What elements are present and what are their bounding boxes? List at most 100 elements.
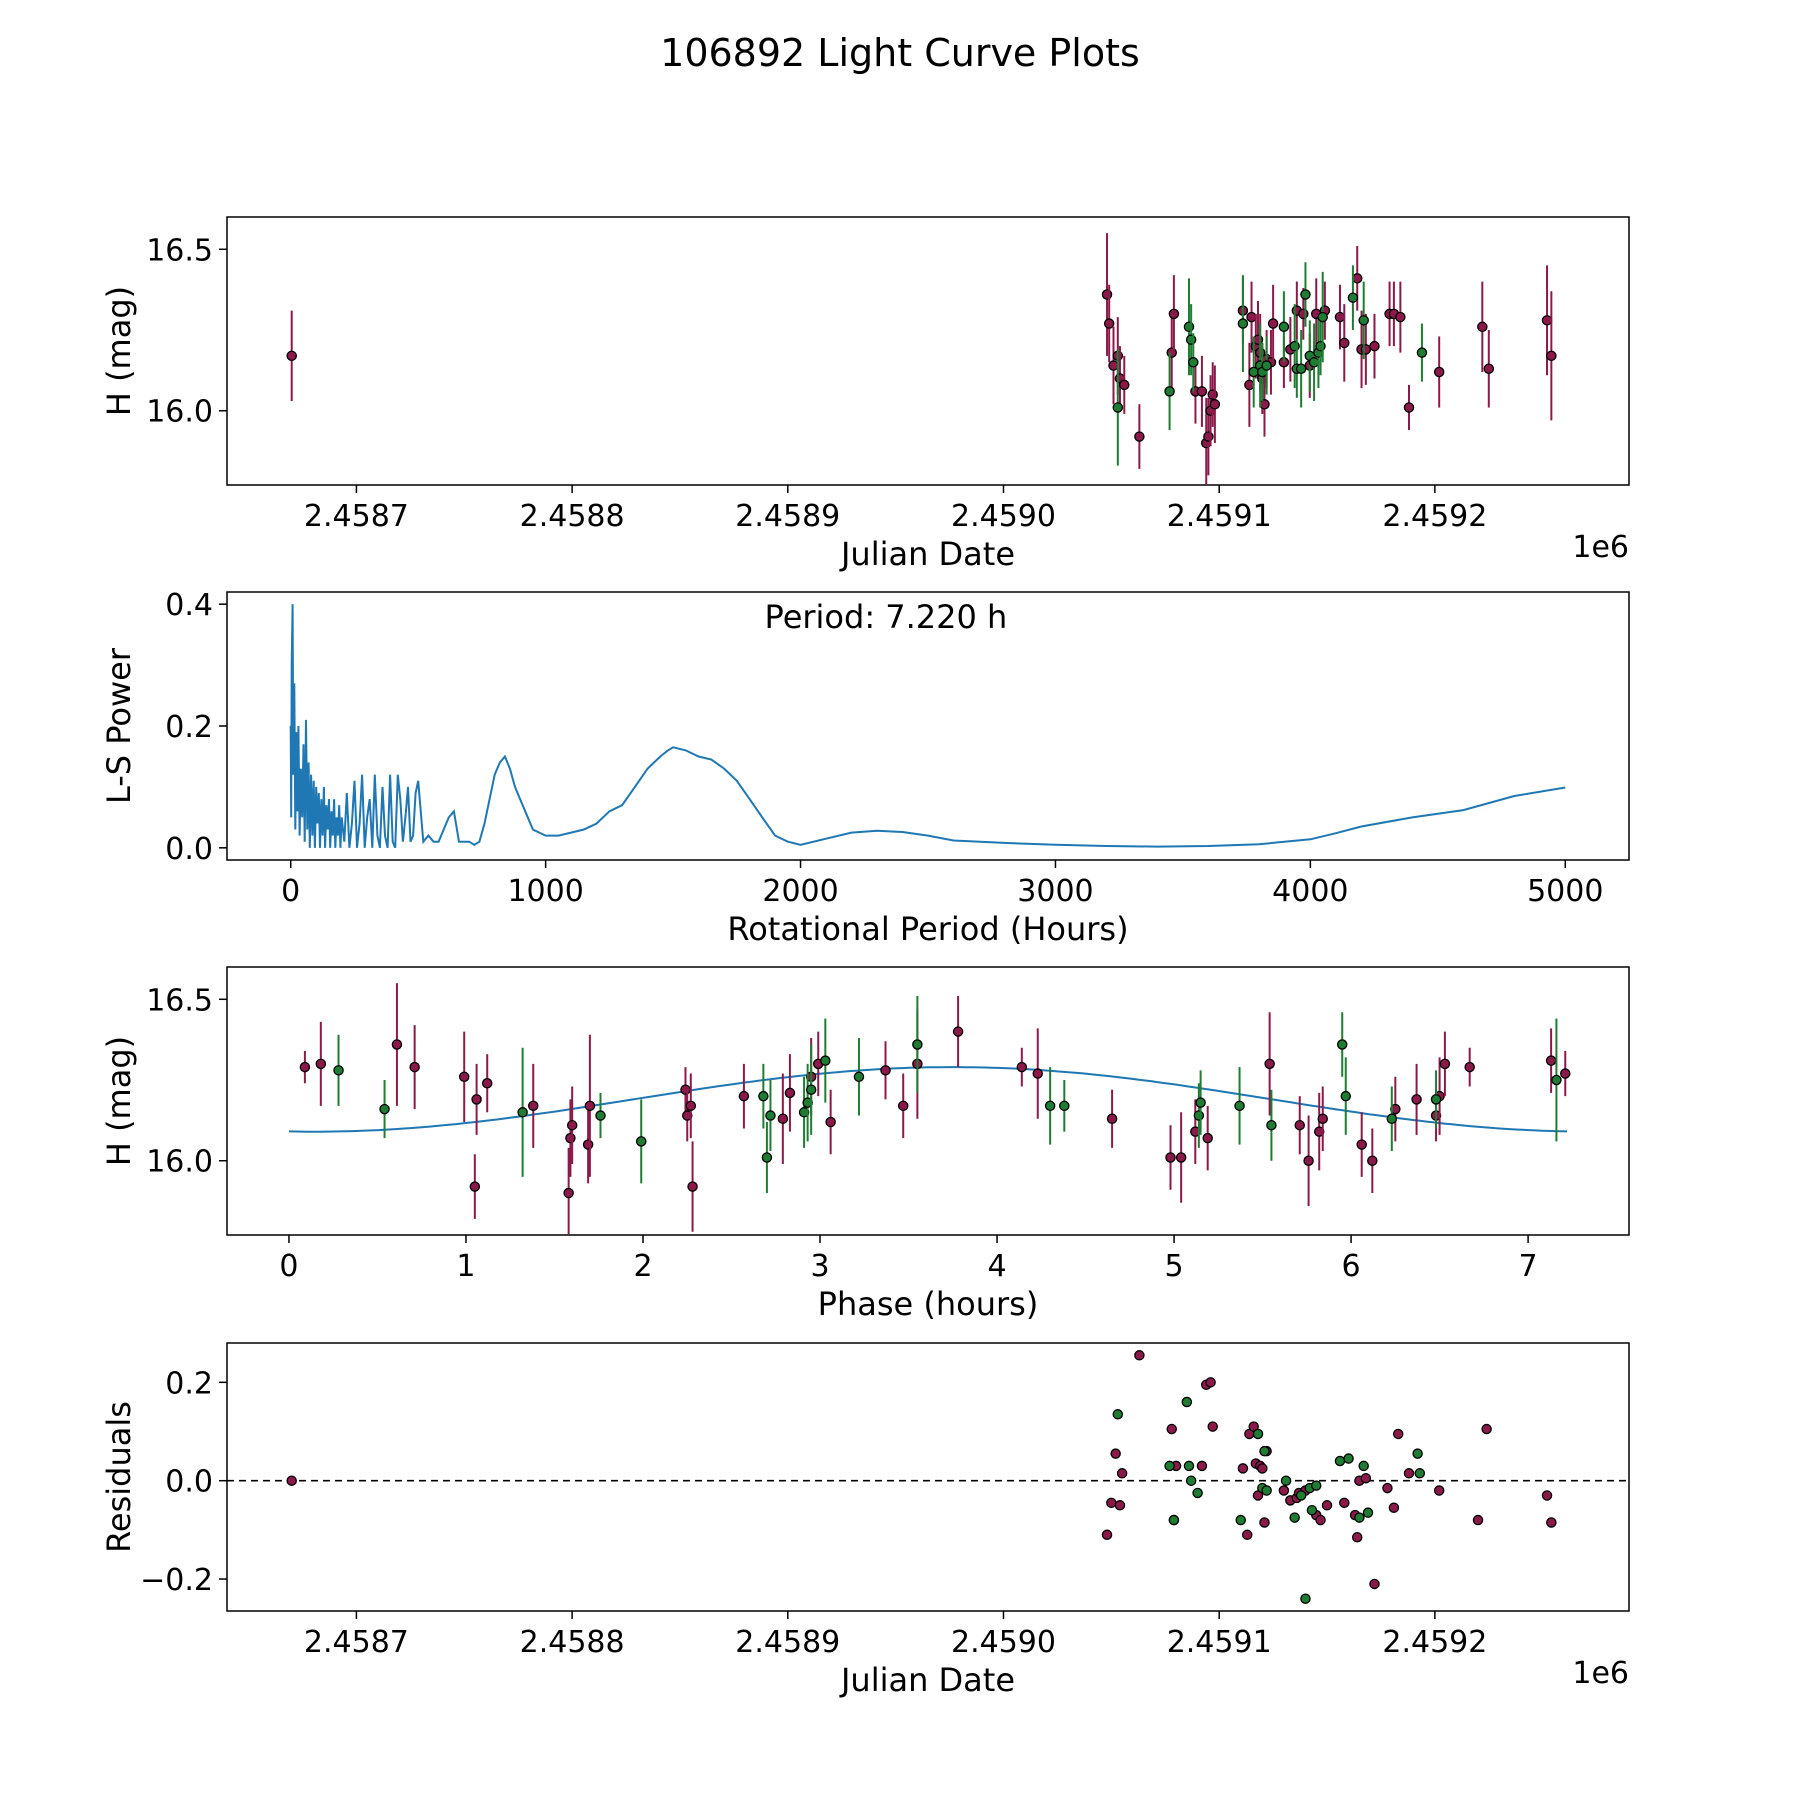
data-point-band_g <box>1300 1593 1311 1604</box>
y-axis-label: Residuals <box>100 1401 138 1553</box>
y-tick-label: −0.2 <box>140 1563 213 1598</box>
data-point-band_r <box>1472 1514 1484 1526</box>
x-tick-label: 2.4589 <box>735 1625 840 1660</box>
axes-frame <box>226 1342 1630 1612</box>
x-tick-label: 2.4590 <box>951 499 1056 534</box>
y-tick-label: 0.0 <box>165 1465 213 1500</box>
x-tick-label: 2.4588 <box>520 1625 625 1660</box>
axes-frame <box>226 216 1630 486</box>
data-point-band_r <box>458 1071 470 1083</box>
x-tick-label: 2.4592 <box>1382 499 1487 534</box>
data-point-band_g <box>1412 1448 1423 1459</box>
data-point-band_r <box>1257 1463 1268 1474</box>
data-point-band_g <box>635 1136 647 1147</box>
data-point-band_r <box>469 1181 481 1192</box>
data-point-band_r <box>1209 399 1221 410</box>
y-axis-label: H (mag) <box>100 1036 138 1166</box>
data-point-band_r <box>1541 1490 1553 1501</box>
data-point-band_r <box>565 1132 576 1144</box>
x-tick-label: 4000 <box>1272 874 1348 909</box>
data-point-band_g <box>1193 1110 1205 1121</box>
data-point-band_r <box>481 1077 493 1089</box>
panel-light-curve: 2.4587 2.4588 2.4589 2.4590 2.4591 2.4592 16.0… <box>100 216 1630 573</box>
data-point-band_r <box>1202 1132 1213 1144</box>
data-point-band_r <box>1259 1517 1270 1528</box>
data-point-band_r <box>1545 1055 1557 1066</box>
data-point-band_r <box>1134 431 1145 442</box>
data-point-band_g <box>1261 360 1272 371</box>
data-point-band_r <box>1464 1061 1475 1073</box>
x-offset-text: 1e6 <box>1572 530 1629 565</box>
data-point-band_g <box>1234 1100 1245 1112</box>
y-tick-label: 0.2 <box>165 710 213 745</box>
data-point-band_g <box>912 1039 923 1050</box>
data-point-band_r <box>582 1139 594 1150</box>
data-layer <box>286 233 1557 485</box>
data-point-band_r <box>1241 1529 1253 1541</box>
x-tick-label: 5 <box>1165 1249 1184 1284</box>
data-point-band_g <box>1306 1504 1318 1516</box>
x-tick-label: 5000 <box>1527 874 1603 909</box>
x-tick-label: 1 <box>456 1249 475 1284</box>
data-layer <box>289 604 1566 849</box>
data-point-band_g <box>379 1103 390 1115</box>
data-point-band_r <box>1106 1497 1117 1509</box>
x-offset-text: 1e6 <box>1572 1656 1629 1691</box>
y-tick-label: 16.5 <box>146 983 213 1018</box>
data-point-band_g <box>1358 1460 1369 1472</box>
data-point-band_r <box>1246 311 1257 323</box>
data-point-band_g <box>517 1107 528 1118</box>
data-point-band_r <box>1433 366 1445 378</box>
data-point-band_r <box>1278 1485 1290 1496</box>
data-point-band_r <box>299 1061 311 1073</box>
y-axis-label: L-S Power <box>100 647 138 804</box>
x-tick-label: 1000 <box>507 874 583 909</box>
data-point-band_r <box>1196 386 1208 397</box>
data-point-band_g <box>1259 1445 1270 1457</box>
x-tick-label: 0 <box>281 874 300 909</box>
data-point-band_r <box>880 1065 891 1076</box>
data-point-band_r <box>1395 311 1406 323</box>
x-tick-label: 2000 <box>762 874 838 909</box>
data-point-band_r <box>471 1094 482 1105</box>
data-point-band_r <box>777 1113 789 1125</box>
data-point-band_r <box>1259 399 1270 410</box>
data-point-band_r <box>1433 1485 1445 1496</box>
data-point-band_g <box>1185 1475 1197 1486</box>
data-point-band_r <box>1369 1578 1380 1590</box>
data-point-band_g <box>853 1071 865 1083</box>
data-point-band_g <box>1416 347 1428 358</box>
data-point-band_r <box>738 1090 750 1102</box>
data-point-band_r <box>1411 1094 1422 1105</box>
y-tick-label: 16.0 <box>146 395 213 430</box>
x-tick-label: 6 <box>1342 1249 1361 1284</box>
panel-residuals: 2.4587 2.4588 2.4589 2.4590 2.4591 2.4592 −0.2… <box>100 1342 1630 1699</box>
data-point-band_r <box>1166 1423 1177 1435</box>
x-tick-label: 2.4592 <box>1382 1625 1487 1660</box>
data-point-band_g <box>1317 311 1328 323</box>
panel-periodogram: 0 1000 2000 3000 4000 5000 0.0 0.2 0.4 Rotational… <box>100 588 1630 948</box>
data-point-band_r <box>566 1119 578 1131</box>
data-point-band_g <box>1181 1396 1193 1408</box>
data-point-band_r <box>1303 1155 1314 1166</box>
data-point-band_g <box>1551 1074 1562 1086</box>
data-point-band_g <box>595 1110 606 1121</box>
data-point-band_g <box>1183 1460 1195 1472</box>
data-point-band_r <box>315 1058 327 1070</box>
y-tick-label: 0.2 <box>165 1366 213 1401</box>
data-point-band_g <box>1347 292 1359 303</box>
data-point-band_g <box>1343 1453 1354 1464</box>
data-point-band_g <box>802 1097 813 1108</box>
data-point-band_g <box>1185 334 1197 345</box>
data-point-band_r <box>1356 1139 1367 1150</box>
data-point-band_g <box>1059 1100 1070 1112</box>
data-point-band_r <box>680 1084 691 1095</box>
x-tick-label: 2.4588 <box>520 499 625 534</box>
data-point-band_g <box>1168 1514 1180 1526</box>
x-tick-label: 4 <box>987 1249 1006 1284</box>
x-axis-label: Julian Date <box>839 1661 1015 1699</box>
data-point-band_r <box>1168 308 1180 320</box>
data-point-band_r <box>391 1039 403 1050</box>
y-tick-label: 0.0 <box>165 832 213 867</box>
data-point-band_r <box>1360 344 1372 355</box>
